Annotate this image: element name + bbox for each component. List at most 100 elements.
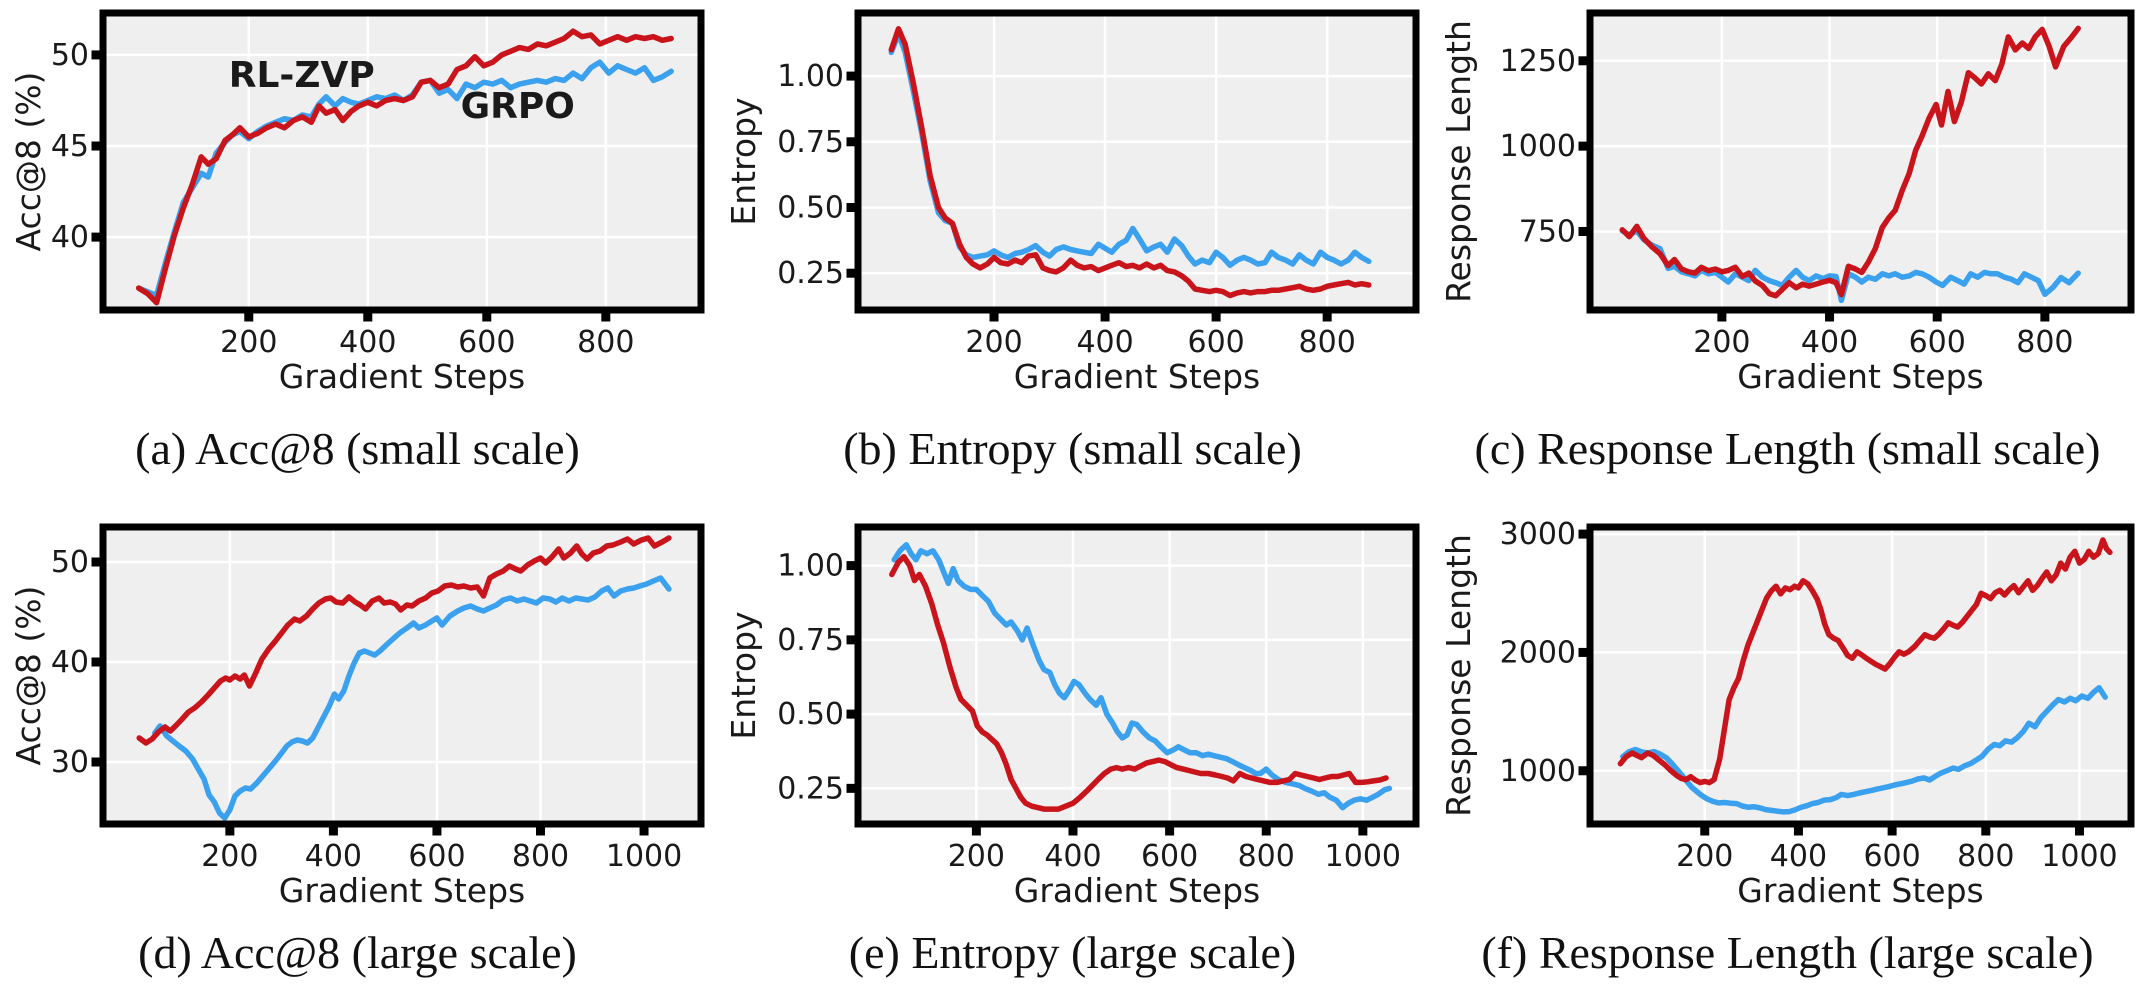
axes-border-b xyxy=(854,9,1420,314)
chart-c: 200 400 600 800 750 1000 1250 Gradient Steps Res… xyxy=(1439,9,2135,396)
plot-area-b xyxy=(858,13,1416,310)
plot-area-f xyxy=(1590,527,2131,824)
y-axis-title-b: Entropy xyxy=(724,97,763,225)
gridlines xyxy=(103,527,701,824)
x-tick-label: 800 xyxy=(1238,839,1295,874)
y-tick-label: 0.50 xyxy=(777,190,844,225)
x-tick-label: 600 xyxy=(458,325,515,360)
chart-d: 200 400 600 800 1000 30 40 50 Gradient Steps Acc@… xyxy=(9,523,705,910)
y-axis-title-e: Entropy xyxy=(724,611,763,739)
y-tick-label: 1000 xyxy=(1500,129,1576,164)
axes-border-d xyxy=(99,523,705,828)
y-axis-f: 1000 2000 3000 xyxy=(1500,517,1588,789)
x-tick-label: 800 xyxy=(577,325,634,360)
axes-border-c xyxy=(1586,9,2135,314)
x-axis-title-a: Gradient Steps xyxy=(279,357,525,396)
x-axis-c: 200 400 600 800 xyxy=(1693,312,2074,360)
series-line-grpo xyxy=(152,575,672,821)
x-tick-label: 1000 xyxy=(1325,839,1401,874)
x-axis-title-f: Gradient Steps xyxy=(1737,871,1983,910)
series-line-grpo xyxy=(891,542,1393,811)
x-tick-label: 400 xyxy=(1044,839,1101,874)
y-axis-title-f: Response Length xyxy=(1439,534,1478,817)
plot-area-a xyxy=(103,13,701,310)
y-axis-b: 0.25 0.50 0.75 1.00 xyxy=(777,59,856,291)
y-axis-e: 0.25 0.50 0.75 1.00 xyxy=(777,549,856,806)
y-tick-label: 40 xyxy=(51,645,89,680)
legend-label-grpo: GRPO xyxy=(461,86,575,127)
x-axis-title-d: Gradient Steps xyxy=(279,871,525,910)
y-axis-title-d: Acc@8 (%) xyxy=(9,586,48,766)
plot-area-d xyxy=(103,527,701,824)
x-axis-d: 200 400 600 800 1000 xyxy=(201,826,682,874)
caption-e: (e) Entropy (large scale) xyxy=(848,927,1297,978)
series-line-rl-zvp xyxy=(889,553,1389,812)
y-tick-label: 45 xyxy=(51,129,89,164)
x-axis-a: 200 400 600 800 xyxy=(220,312,634,360)
series-line-rl-zvp xyxy=(136,535,672,746)
caption-b: (b) Entropy (small scale) xyxy=(843,423,1302,474)
x-axis-title-c: Gradient Steps xyxy=(1737,357,1983,396)
x-tick-label: 800 xyxy=(2016,325,2073,360)
axes-border-f xyxy=(1586,523,2135,828)
gridlines xyxy=(858,527,1416,824)
x-tick-label: 200 xyxy=(948,839,1005,874)
y-tick-label: 0.50 xyxy=(777,697,844,732)
x-tick-label: 600 xyxy=(408,839,465,874)
y-tick-label: 40 xyxy=(51,220,89,255)
x-tick-label: 200 xyxy=(1676,839,1733,874)
y-axis-title-c: Response Length xyxy=(1439,20,1478,303)
axes-border-e xyxy=(854,523,1420,828)
x-axis-title-e: Gradient Steps xyxy=(1014,871,1260,910)
chart-f: 200 400 600 800 1000 1000 2000 3000 Gradient Ste… xyxy=(1439,517,2135,910)
axes-border-a xyxy=(99,9,705,314)
x-tick-label: 800 xyxy=(512,839,569,874)
chart-e: 200 400 600 800 1000 0.25 0.50 0.75 1.00 Gradient… xyxy=(724,523,1420,910)
y-tick-label: 50 xyxy=(51,545,89,580)
x-tick-label: 600 xyxy=(1909,325,1966,360)
x-tick-label: 400 xyxy=(1801,325,1858,360)
caption-d: (d) Acc@8 (large scale) xyxy=(138,927,577,978)
x-tick-label: 800 xyxy=(1299,325,1356,360)
y-tick-label: 1.00 xyxy=(777,59,844,94)
caption-c: (c) Response Length (small scale) xyxy=(1474,423,2101,474)
series-line-grpo xyxy=(888,31,1372,269)
x-tick-label: 400 xyxy=(339,325,396,360)
x-tick-label: 200 xyxy=(201,839,258,874)
x-tick-label: 200 xyxy=(965,325,1022,360)
y-tick-label: 2000 xyxy=(1500,635,1576,670)
series-line-rl-zvp xyxy=(1617,537,2113,786)
series-line-grpo xyxy=(1620,684,2108,815)
y-axis-a: 40 45 50 xyxy=(51,38,101,255)
plot-area-c xyxy=(1590,13,2131,310)
x-tick-label: 200 xyxy=(1693,325,1750,360)
x-tick-label: 600 xyxy=(1863,839,1920,874)
x-tick-label: 400 xyxy=(305,839,362,874)
x-tick-label: 600 xyxy=(1141,839,1198,874)
series-line-rl-zvp xyxy=(1619,25,2081,299)
y-tick-label: 30 xyxy=(51,745,89,780)
x-axis-f: 200 400 600 800 1000 xyxy=(1676,826,2118,874)
y-tick-label: 50 xyxy=(51,38,89,73)
legend-label-rl-zvp: RL-ZVP xyxy=(229,55,375,96)
x-axis-b: 200 400 600 800 xyxy=(965,312,1356,360)
y-tick-label: 0.75 xyxy=(777,623,844,658)
caption-a: (a) Acc@8 (small scale) xyxy=(135,423,580,474)
x-tick-label: 1000 xyxy=(2041,839,2117,874)
y-tick-label: 0.25 xyxy=(777,256,844,291)
y-tick-label: 1.00 xyxy=(777,549,844,584)
x-tick-label: 200 xyxy=(220,325,277,360)
x-tick-label: 800 xyxy=(1957,839,2014,874)
chart-a: 200 400 600 800 40 45 50 Gradient Steps Acc@8 (%… xyxy=(9,9,705,396)
y-axis-d: 30 40 50 xyxy=(51,545,101,780)
x-tick-label: 400 xyxy=(1770,839,1827,874)
y-tick-label: 0.25 xyxy=(777,771,844,806)
y-tick-label: 3000 xyxy=(1500,517,1576,552)
caption-f: (f) Response Length (large scale) xyxy=(1481,927,2094,978)
x-tick-label: 400 xyxy=(1076,325,1133,360)
x-axis-e: 200 400 600 800 1000 xyxy=(948,826,1401,874)
x-tick-label: 1000 xyxy=(606,839,682,874)
y-tick-label: 1250 xyxy=(1500,44,1576,79)
y-axis-title-a: Acc@8 (%) xyxy=(9,72,48,252)
